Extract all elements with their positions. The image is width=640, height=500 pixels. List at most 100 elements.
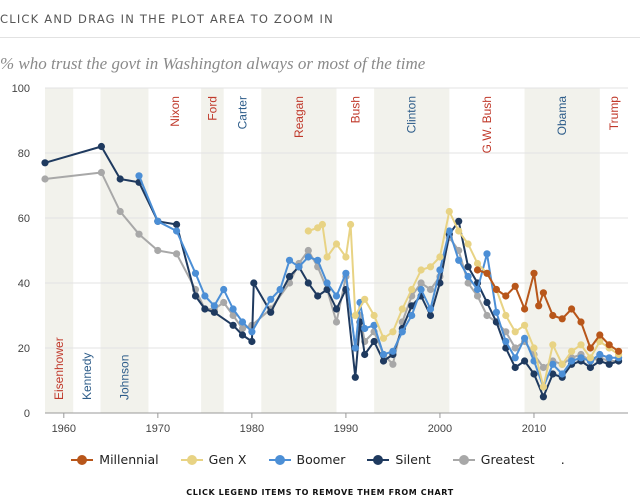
data-point-greatest <box>464 279 472 287</box>
y-tick-label: 100 <box>12 83 30 95</box>
data-point-silent <box>511 363 519 372</box>
data-point-boomer <box>332 292 341 300</box>
data-point-boomer <box>220 285 228 294</box>
data-point-millennial <box>605 341 613 349</box>
data-point-boomer <box>455 256 463 264</box>
data-point-silent <box>455 217 463 225</box>
data-point-silent <box>530 370 538 378</box>
data-point-silent <box>304 279 312 287</box>
data-point-gen-x <box>342 253 350 261</box>
data-point-boomer <box>135 172 143 180</box>
legend-item-greatest[interactable]: Greatest <box>452 452 535 467</box>
data-point-millennial <box>535 302 543 310</box>
data-point-millennial <box>596 331 604 339</box>
y-tick-label: 40 <box>18 278 30 290</box>
data-point-boomer <box>605 354 613 362</box>
data-point-boomer <box>568 357 576 365</box>
x-tick-label: 1990 <box>334 423 358 435</box>
data-point-boomer <box>502 337 510 346</box>
data-point-greatest <box>417 279 425 287</box>
data-point-boomer <box>314 256 322 264</box>
data-point-greatest <box>539 363 548 372</box>
data-point-gen-x <box>539 383 548 391</box>
data-point-gen-x <box>445 207 453 216</box>
data-point-gen-x <box>318 220 326 229</box>
data-point-silent <box>370 337 378 346</box>
term-band-clinton <box>374 88 450 413</box>
president-label-trump: Trump <box>607 96 621 131</box>
data-point-gen-x <box>417 266 425 274</box>
data-point-millennial <box>483 269 491 277</box>
data-point-greatest <box>483 311 491 320</box>
data-point-millennial <box>511 282 519 290</box>
data-point-gen-x <box>351 311 359 320</box>
legend-label: Gen X <box>208 452 247 467</box>
data-point-boomer <box>351 344 359 352</box>
data-point-millennial <box>586 344 595 352</box>
data-point-gen-x <box>361 295 369 303</box>
series-boomer <box>135 172 623 391</box>
data-point-boomer <box>210 302 218 310</box>
data-point-silent <box>97 142 105 151</box>
y-tick-label: 80 <box>18 148 30 160</box>
data-point-greatest <box>41 175 49 183</box>
data-point-silent <box>605 360 613 368</box>
data-point-gen-x <box>511 328 519 336</box>
data-point-silent <box>267 308 275 316</box>
data-point-greatest <box>511 344 519 352</box>
data-point-boomer <box>154 217 162 225</box>
data-point-greatest <box>154 246 162 255</box>
x-tick-label: 1980 <box>240 423 264 435</box>
data-point-boomer <box>577 354 585 362</box>
term-band-ford <box>201 88 224 413</box>
data-point-gen-x <box>558 360 566 368</box>
data-point-silent <box>238 331 247 339</box>
data-point-greatest <box>135 230 143 238</box>
data-point-millennial <box>615 347 623 355</box>
data-point-boomer <box>521 334 529 342</box>
data-point-boomer <box>229 305 237 313</box>
data-point-boomer <box>304 253 312 261</box>
data-point-boomer <box>483 250 491 258</box>
legend-item-silent[interactable]: Silent <box>367 452 431 467</box>
data-point-silent <box>201 305 209 313</box>
data-point-boomer <box>596 350 604 359</box>
data-point-boomer <box>276 285 284 294</box>
data-point-millennial <box>539 289 548 297</box>
data-point-gen-x <box>586 354 595 362</box>
data-point-gen-x <box>332 240 341 248</box>
legend-item-millennial[interactable]: Millennial <box>71 452 159 467</box>
data-point-gen-x <box>426 263 435 271</box>
term-band-reagan <box>261 88 337 413</box>
data-point-gen-x <box>530 344 538 352</box>
data-point-boomer <box>473 285 482 294</box>
data-point-boomer <box>342 269 350 277</box>
data-point-boomer <box>267 295 275 303</box>
data-point-greatest <box>238 324 247 333</box>
data-point-gen-x <box>464 240 472 248</box>
data-point-greatest <box>426 285 435 294</box>
legend-swatch <box>71 454 94 466</box>
data-point-boomer <box>295 263 303 271</box>
plot-area[interactable]: 0 20 40 60 80 100 1960 1970 1980 1990 2000 2010 Eise… <box>0 0 640 440</box>
data-point-silent <box>351 373 359 381</box>
data-point-greatest <box>389 360 397 368</box>
data-point-gen-x <box>455 227 463 235</box>
x-tick-label: 2000 <box>428 423 452 435</box>
data-point-silent <box>210 308 218 316</box>
zoom-instruction: CLICK AND DRAG IN THE PLOT AREA TO ZOOM … <box>0 12 334 26</box>
legend-item-gen-x[interactable]: Gen X <box>180 452 247 467</box>
president-label-johnson: Johnson <box>117 355 131 400</box>
data-point-gen-x <box>389 328 397 336</box>
data-point-greatest <box>332 318 341 326</box>
data-point-millennial <box>577 318 585 326</box>
data-point-silent <box>586 363 595 372</box>
data-point-silent <box>229 321 237 329</box>
series-millennial <box>473 266 623 355</box>
data-point-boomer <box>370 321 378 329</box>
term-band-johnson <box>100 88 149 413</box>
data-point-silent <box>539 393 548 401</box>
legend-item-boomer[interactable]: Boomer <box>268 452 345 467</box>
legend-label: Greatest <box>480 452 535 467</box>
data-point-boomer <box>436 266 444 274</box>
